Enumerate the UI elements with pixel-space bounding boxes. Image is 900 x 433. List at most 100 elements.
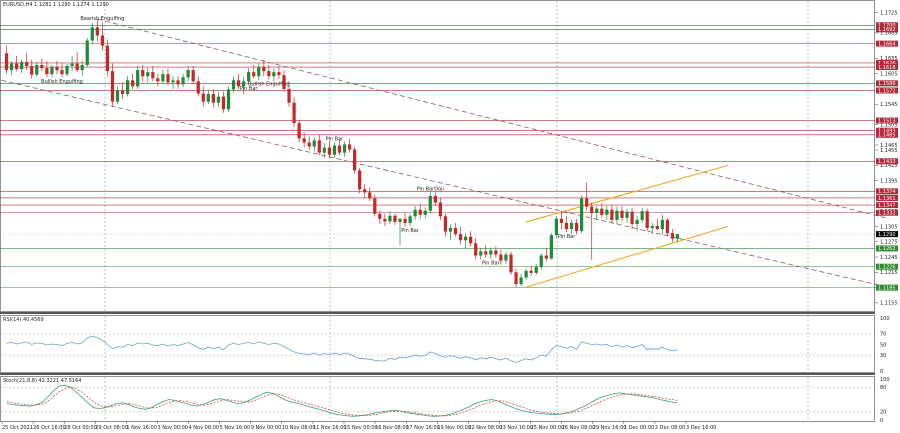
candle-body: [458, 234, 463, 241]
time-tick-label: 2 Dec 08:00: [655, 425, 685, 431]
rsi-tick-label: 70: [880, 332, 886, 338]
candle-body: [247, 72, 251, 82]
rsi-tick-label: 0: [880, 369, 883, 375]
candle-body: [272, 72, 276, 77]
candle-body: [433, 195, 437, 203]
candle-body: [448, 228, 453, 232]
candle-body: [418, 209, 422, 215]
level-price-badge: [876, 284, 898, 291]
candle-body: [363, 189, 367, 193]
candle-body: [201, 93, 205, 102]
candle-body: [469, 236, 473, 244]
candle-body: [35, 65, 39, 75]
candle-body: [65, 66, 69, 75]
candle-body: [40, 65, 44, 69]
candle-body: [262, 67, 266, 72]
candle-body: [620, 210, 624, 218]
level-price-badge: [876, 194, 898, 201]
level-price-badge: [876, 59, 898, 66]
candle-body: [610, 209, 614, 220]
stoch-main-line: [6, 384, 678, 417]
candle-body: [115, 90, 120, 102]
candle-body: [539, 255, 543, 267]
level-price-badge: [876, 64, 898, 71]
rsi-header: RSI(14) 40.4569: [3, 317, 44, 323]
candle-body: [403, 218, 407, 223]
candle-body: [494, 250, 498, 255]
candle-body: [151, 72, 155, 79]
level-price-label: 1.1226: [878, 265, 896, 271]
candle-body: [75, 63, 79, 71]
time-tick-label: 29 Nov 16:00: [593, 425, 627, 431]
candle-body: [580, 198, 584, 232]
candle-body: [499, 254, 503, 261]
candle-body: [146, 72, 150, 77]
time-tick-label: 28 Oct 00:00: [64, 425, 97, 431]
candle-body: [590, 206, 594, 213]
price-tick-label: 1.1245: [880, 255, 898, 261]
time-tick-label: 3 Dec 16:00: [686, 425, 716, 431]
candle-body: [292, 102, 296, 124]
level-price-label: 1.1572: [878, 88, 896, 94]
candle-body: [236, 80, 241, 87]
candle-body: [625, 211, 629, 218]
candle-body: [242, 81, 246, 87]
level-price-badge: [876, 263, 898, 270]
level-price-label: 1.1290: [878, 232, 896, 238]
candle-body: [423, 210, 427, 215]
candle-body: [600, 208, 604, 215]
time-tick-label: 22 Nov 08:00: [468, 425, 502, 431]
rsi-indicator: [1, 333, 874, 363]
candle-body: [25, 61, 29, 67]
candle-body: [60, 70, 64, 75]
candle-body: [352, 149, 357, 171]
time-tick-label: 25 Nov 00:00: [531, 425, 565, 431]
candle-body: [50, 67, 54, 75]
candle-body: [206, 94, 210, 102]
price-tick-label: 1.1395: [880, 178, 898, 184]
candle-body: [660, 219, 664, 230]
candle-body: [670, 233, 675, 239]
candle-body: [277, 72, 281, 76]
candle-body: [191, 70, 195, 82]
rising-channel-lower: [525, 225, 729, 288]
stoch-axis: 100 80 20 0: [880, 377, 890, 424]
candle-body: [554, 218, 559, 236]
time-tick-label: 11 Nov 16:00: [313, 425, 347, 431]
level-price-badge: [876, 231, 898, 238]
candle-body: [549, 235, 553, 259]
rsi-tick-label: 100: [880, 316, 890, 322]
trend-lines[interactable]: [1, 18, 890, 289]
price-tick-label: 1.1545: [880, 102, 898, 108]
rsi-axis: 100 70 50 30 0: [880, 316, 890, 375]
candle-body: [90, 27, 94, 41]
candle-body: [322, 147, 326, 153]
candle-body: [141, 70, 145, 77]
price-axis: 1.17251.16851.16351.16051.15451.15051.14…: [875, 10, 898, 307]
stoch-tick-label: 20: [880, 410, 886, 416]
candle-body: [136, 70, 140, 87]
stoch-tick-label: 100: [880, 377, 890, 383]
time-tick-label: 5 Nov 16:00: [220, 425, 251, 431]
level-price-label: 1.1493: [878, 129, 896, 135]
candle-body: [655, 225, 659, 230]
pattern-label: Pin Bar: [240, 86, 259, 92]
level-price-badge: [876, 209, 898, 216]
time-tick-label: 29 Oct 08:00: [95, 425, 128, 431]
stochastic-indicator: [1, 384, 874, 417]
price-pane-frame: [0, 0, 875, 312]
candle-body: [14, 63, 19, 70]
price-tick-label: 1.1155: [880, 301, 898, 307]
level-price-label: 1.1618: [878, 65, 896, 71]
candle-body: [438, 202, 442, 217]
level-price-badge: [876, 131, 898, 138]
candle-body: [55, 67, 59, 71]
candle-body: [70, 63, 74, 67]
candle-body: [514, 272, 518, 285]
candle-body: [45, 68, 49, 75]
candle-body: [100, 35, 104, 46]
candle-body: [221, 96, 226, 110]
candle-body: [312, 140, 316, 147]
candle-body: [166, 74, 170, 83]
